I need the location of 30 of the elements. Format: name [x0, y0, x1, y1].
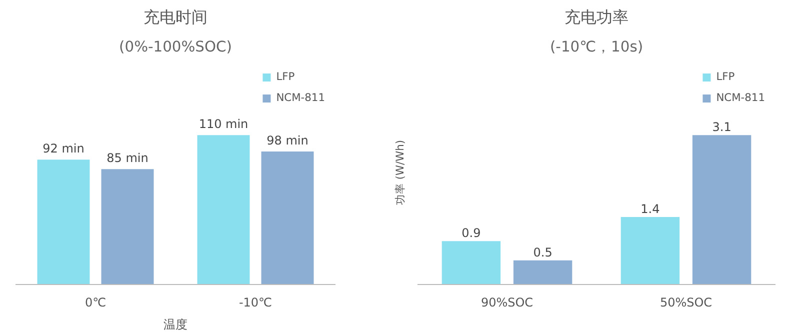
- x-tick-label: 90%SOC: [480, 296, 534, 310]
- x-tick-label: 50%SOC: [660, 296, 712, 310]
- data-label: 1.4: [640, 202, 660, 216]
- chart-title: 充电功率: [564, 8, 628, 26]
- legend-label: NCM-811: [276, 91, 325, 104]
- x-tick-label: -10℃: [238, 296, 272, 310]
- bar: [261, 151, 314, 284]
- bar: [513, 260, 572, 284]
- legend-label: LFP: [716, 70, 736, 83]
- bar: [101, 169, 154, 284]
- data-label: 92 min: [42, 142, 84, 156]
- y-axis-title: 功率 (W/Wh): [394, 140, 406, 206]
- bar: [442, 241, 501, 284]
- chart-title: 充电时间: [144, 8, 208, 26]
- bar: [692, 135, 752, 284]
- bar: [620, 217, 680, 284]
- data-label: 110 min: [198, 117, 248, 132]
- legend-label: LFP: [276, 70, 296, 83]
- data-label: 85 min: [106, 151, 148, 166]
- bar: [197, 135, 250, 284]
- bar: [37, 160, 90, 284]
- data-label: 3.1: [712, 120, 732, 134]
- data-label: 0.5: [533, 245, 552, 260]
- x-axis-title: 温度: [164, 318, 188, 332]
- legend-label: NCM-811: [716, 91, 765, 104]
- x-tick-label: 0℃: [84, 296, 106, 310]
- chart-subtitle: (0%-100%SOC): [119, 38, 232, 56]
- data-label: 0.9: [462, 226, 481, 240]
- chart-subtitle: (-10℃，10s): [550, 38, 644, 56]
- data-label: 98 min: [266, 133, 308, 148]
